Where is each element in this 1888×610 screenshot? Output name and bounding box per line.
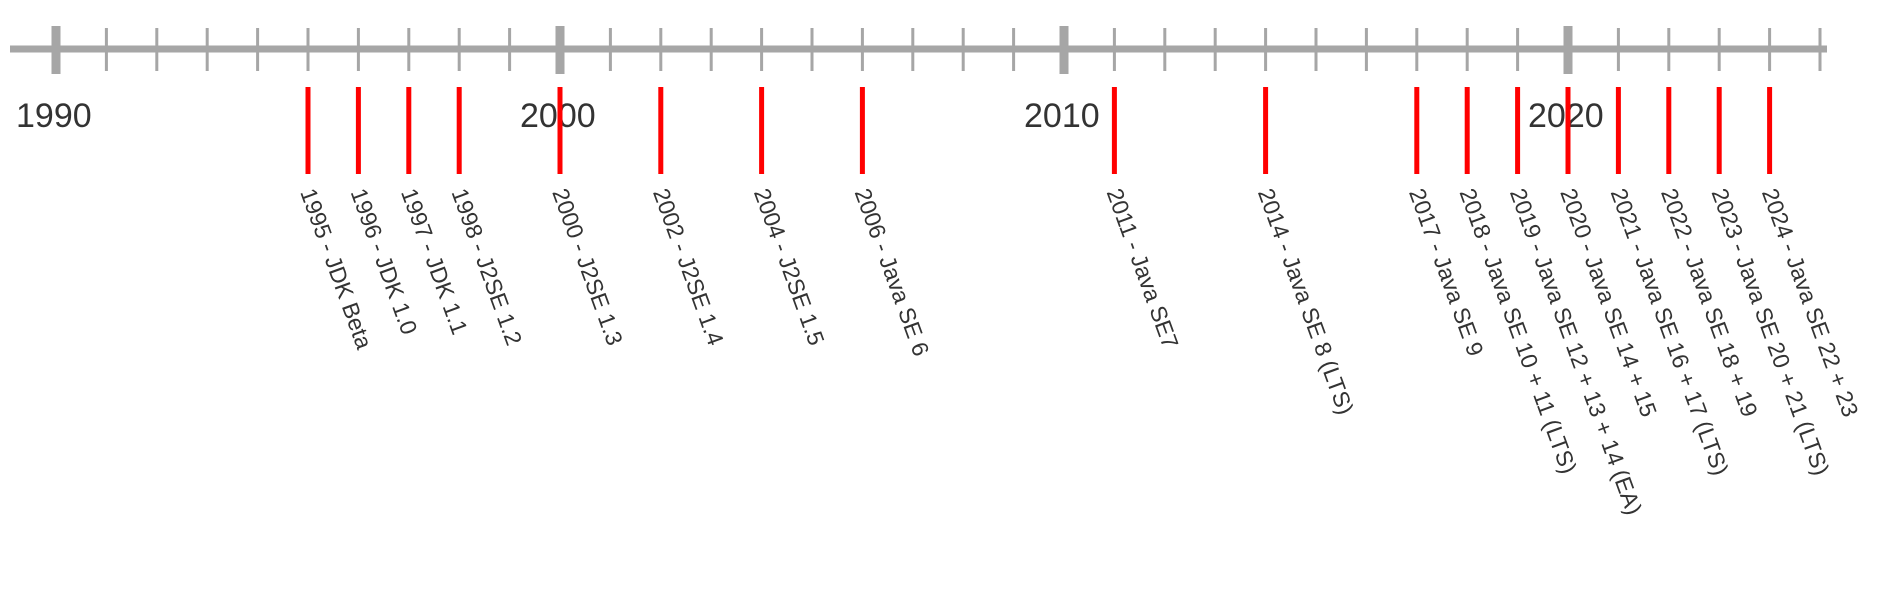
- release-label: 2011 - Java SE7: [1102, 185, 1184, 352]
- decade-labels: 1990200020102020: [16, 97, 1604, 135]
- release-label: 2000 - J2SE 1.3: [547, 185, 628, 349]
- decade-label: 1990: [16, 97, 92, 135]
- release-markers: [305, 87, 1773, 174]
- timeline-axis: [10, 26, 1827, 74]
- decade-label: 2010: [1024, 97, 1100, 135]
- release-label: 2006 - Java SE 6: [850, 185, 935, 360]
- release-label: 2014 - Java SE 8 (LTS): [1253, 185, 1359, 418]
- release-label: 2002 - J2SE 1.4: [648, 185, 729, 349]
- release-label: 2004 - J2SE 1.5: [749, 185, 830, 349]
